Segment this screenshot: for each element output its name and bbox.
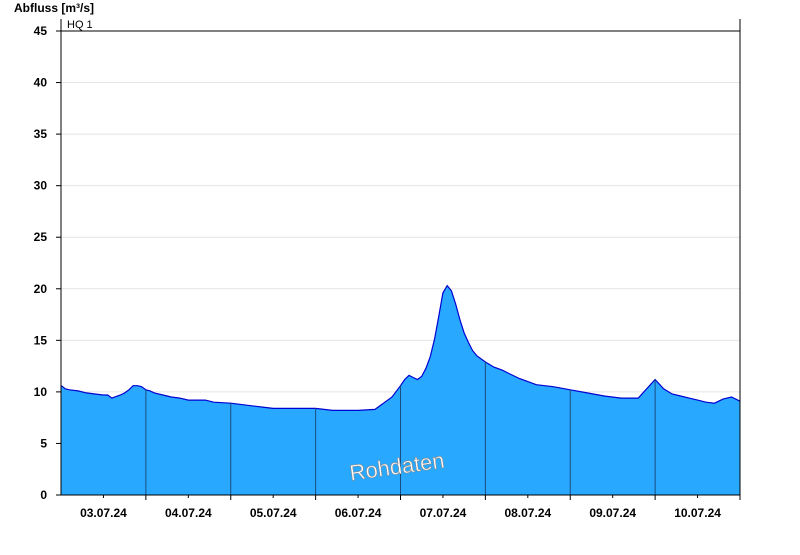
- x-tick-label: 09.07.24: [589, 506, 636, 520]
- y-axis-ticks: 0 5 10 15 20 25 30 35 40 45: [34, 24, 61, 502]
- y-tick-label: 5: [40, 436, 47, 450]
- y-tick-label: 35: [34, 127, 48, 141]
- y-tick-label: 45: [34, 24, 48, 38]
- y-tick-label: 25: [34, 230, 48, 244]
- x-tick-label: 04.07.24: [165, 506, 212, 520]
- y-axis-label: Abfluss [m³/s]: [14, 1, 94, 15]
- y-tick-label: 15: [34, 333, 48, 347]
- y-tick-label: 40: [34, 76, 48, 90]
- x-tick-label: 05.07.24: [250, 506, 297, 520]
- axes: [60, 19, 741, 496]
- y-tick-label: 0: [40, 488, 47, 502]
- x-axis-ticks: 03.07.24 04.07.24 05.07.24 06.07.24 07.07.24…: [80, 495, 741, 520]
- series-line: [60, 284, 741, 411]
- y-tick-label: 20: [34, 282, 48, 296]
- x-tick-label: 07.07.24: [420, 506, 467, 520]
- y-tick-label: 30: [34, 179, 48, 193]
- y-tick-label: 10: [34, 385, 48, 399]
- x-tick-label: 03.07.24: [80, 506, 127, 520]
- x-tick-label: 08.07.24: [504, 506, 551, 520]
- x-tick-label: 06.07.24: [335, 506, 382, 520]
- x-tick-label: 10.07.24: [674, 506, 721, 520]
- hq1-label: HQ 1: [67, 19, 93, 31]
